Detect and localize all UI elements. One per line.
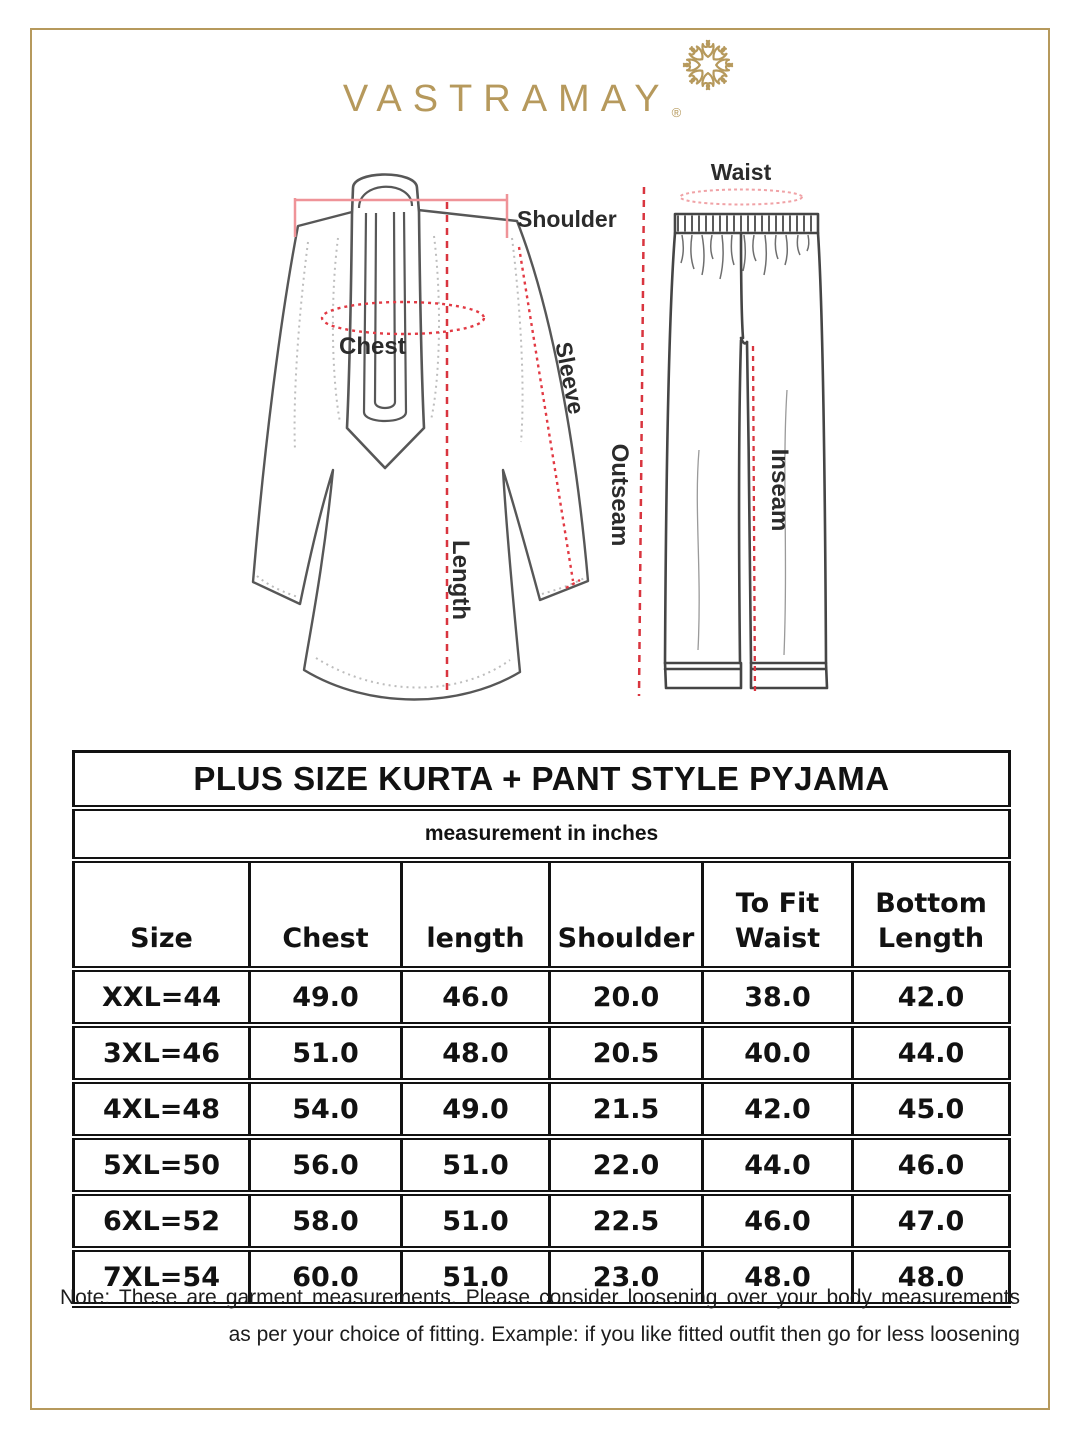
pyjama-drawing <box>663 212 829 690</box>
size-chart-table: PLUS SIZE KURTA + PANT STYLE PYJAMA meas… <box>72 750 1012 1308</box>
note-line-1: Note: These are garment measurements. Pl… <box>60 1286 1020 1309</box>
column-header: To Fit Waist <box>701 860 853 972</box>
measurement-cell: 47.0 <box>850 1190 1010 1249</box>
chest-measure-label: Chest <box>339 333 406 360</box>
size-row: 3XL=46 51.0 48.0 20.5 40.0 44.0 <box>73 1022 1010 1081</box>
size-row: XXL=44 49.0 46.0 20.0 38.0 42.0 <box>74 969 1010 1025</box>
garment-measurement-diagram: Shoulder Chest Sleeve Length <box>251 159 829 701</box>
size-table-body: XXL=44 49.0 46.0 20.0 38.0 42.0 3XL=46 51.0 48.0… <box>73 969 1010 1305</box>
measurement-cell: 23.0 <box>548 1246 703 1305</box>
size-label-cell: 4XL=48 <box>73 1078 250 1137</box>
measurement-cell: 58.0 <box>248 1190 402 1249</box>
measurement-cell: 48.0 <box>400 1022 550 1081</box>
column-header: Shoulder <box>548 860 703 972</box>
measurement-cell: 49.0 <box>248 969 402 1025</box>
measurement-cell: 60.0 <box>248 1246 402 1305</box>
measurement-cell: 22.0 <box>548 1134 703 1193</box>
note-line-2: as per your choice of fitting. Example: … <box>228 1323 1020 1346</box>
measurement-cell: 20.0 <box>548 969 703 1025</box>
length-measure-label: Length <box>447 540 474 620</box>
gold-border-frame <box>30 28 1050 1410</box>
measurement-cell: 46.0 <box>400 969 550 1025</box>
measurement-cell: 44.0 <box>701 1134 853 1193</box>
shoulder-measure-label: Shoulder <box>517 206 617 232</box>
inseam-measure-label: Inseam <box>766 449 793 532</box>
registered-trademark-symbol: ® <box>671 105 682 120</box>
measurement-cell: 45.0 <box>850 1078 1010 1137</box>
measurement-cell: 40.0 <box>701 1022 853 1081</box>
column-header: Bottom Length <box>850 860 1010 972</box>
waist-measure-label: Waist <box>711 159 772 185</box>
brand-ornament-icon <box>682 39 734 91</box>
measurement-cell: 51.0 <box>248 1022 402 1081</box>
measurement-cell: 46.0 <box>701 1190 853 1249</box>
measurement-cell: 51.0 <box>400 1190 550 1249</box>
measurement-cell: 42.0 <box>850 969 1010 1025</box>
size-row: 6XL=52 58.0 51.0 22.5 46.0 47.0 <box>73 1190 1010 1249</box>
size-row: 4XL=48 54.0 49.0 21.5 42.0 45.0 <box>73 1078 1010 1137</box>
measurement-cell: 21.5 <box>548 1078 703 1137</box>
note-text: Note: These are garment measurements. Pl… <box>60 1286 1020 1347</box>
kurta-drawing <box>251 173 590 701</box>
column-header: Size <box>73 860 250 972</box>
measurement-cell: 56.0 <box>248 1134 402 1193</box>
size-label-cell: XXL=44 <box>101 981 222 1013</box>
measurement-cell: 49.0 <box>400 1078 550 1137</box>
pyjama-measure-lines <box>637 186 803 697</box>
measurement-cell: 44.0 <box>850 1022 1010 1081</box>
column-header-row: Size Chest length Shoulder To Fit Waist Botto… <box>73 860 1010 972</box>
measurement-cell: 42.0 <box>701 1078 853 1137</box>
brand-wordmark: VASTRAMAY <box>342 78 671 120</box>
size-label-cell: 5XL=50 <box>73 1134 250 1193</box>
size-row: 5XL=50 56.0 51.0 22.0 44.0 46.0 <box>73 1134 1010 1193</box>
table-title: PLUS SIZE KURTA + PANT STYLE PYJAMA <box>73 751 1010 811</box>
size-label-cell: 7XL=54 <box>73 1246 250 1305</box>
table-title-row: PLUS SIZE KURTA + PANT STYLE PYJAMA <box>73 751 1010 811</box>
brand-header: VASTRAMAY ® <box>0 34 1080 119</box>
measurement-cell: 51.0 <box>400 1246 550 1305</box>
table-subtitle-row: measurement in inches <box>73 808 1010 863</box>
size-label-cell: 6XL=52 <box>73 1190 250 1249</box>
measurement-cell: 20.5 <box>548 1022 703 1081</box>
measurement-cell: 54.0 <box>248 1078 402 1137</box>
column-header: length <box>400 860 550 972</box>
table-subtitle: measurement in inches <box>73 808 1010 863</box>
column-header: Chest <box>248 860 402 972</box>
kurta-measure-lines <box>293 194 581 696</box>
measurement-cell: 22.5 <box>548 1190 703 1249</box>
measurement-cell: 51.0 <box>400 1134 550 1193</box>
size-chart-section: PLUS SIZE KURTA + PANT STYLE PYJAMA meas… <box>72 750 1012 1308</box>
measurement-cell: 46.0 <box>850 1134 1010 1193</box>
size-label-cell: 3XL=46 <box>73 1022 250 1081</box>
measurement-cell: 48.0 <box>850 1246 1010 1305</box>
measurement-cell: 48.0 <box>701 1246 853 1305</box>
measurement-cell: 38.0 <box>701 969 853 1025</box>
outseam-measure-label: Outseam <box>606 444 633 547</box>
size-row: 7XL=54 60.0 51.0 23.0 48.0 48.0 <box>73 1246 1010 1305</box>
